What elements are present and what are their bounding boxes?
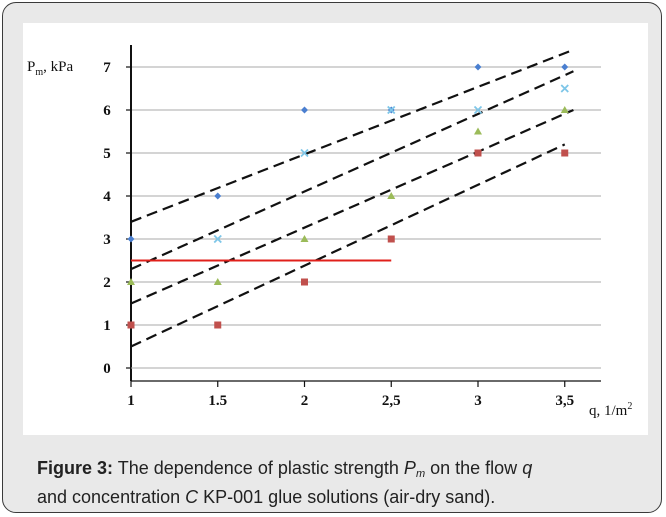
data-point-square — [387, 235, 395, 243]
caption-symbol-sub: m — [415, 468, 426, 480]
y-tick-label: 6 — [103, 103, 111, 119]
y-tick-label: 0 — [103, 361, 111, 377]
x-tick-label: 2 — [301, 393, 309, 409]
data-point-diamond — [561, 63, 569, 71]
x-tick-label: 2,5 — [382, 393, 401, 409]
x-tick-label: 3 — [474, 393, 482, 409]
caption-text-1: The dependence of plastic strength — [117, 458, 399, 478]
data-point-triangle — [127, 278, 135, 285]
data-point-square — [127, 321, 135, 329]
data-point-triangle — [560, 106, 569, 113]
y-axis-title: Pm, kPa — [27, 59, 73, 78]
y-tick-label: 3 — [103, 232, 111, 248]
data-point-cross — [300, 148, 309, 158]
figure-caption: Figure 3: The dependence of plastic stre… — [37, 457, 647, 509]
y-tick-label: 7 — [103, 60, 111, 76]
caption-symbol-main: P — [403, 458, 416, 478]
data-point-square — [474, 149, 482, 157]
data-point-diamond — [301, 106, 308, 114]
trend-line — [130, 48, 574, 223]
data-point-square — [214, 321, 222, 329]
y-tick-label: 4 — [103, 189, 111, 205]
caption-flow-symbol: q — [522, 458, 533, 478]
x-axis-title: q, 1/m2 — [589, 401, 632, 419]
x-tick-label: 1 — [127, 393, 135, 409]
data-point-diamond — [127, 235, 135, 243]
trend-line — [130, 143, 566, 348]
caption-text-3: and concentration — [37, 487, 181, 507]
data-point-cross — [213, 234, 222, 244]
data-point-cross — [387, 105, 396, 115]
data-point-triangle — [213, 278, 222, 285]
caption-text-4: KP-001 glue solutions (air-dry sand). — [203, 487, 496, 507]
y-tick-label: 2 — [103, 275, 111, 291]
data-point-triangle — [300, 235, 309, 242]
figure-card: 1 1.5 2 2,5 3 3,5 0 1 2 3 4 5 6 7 Pm, kPa q, 1/m2 Figur… — [2, 2, 662, 513]
data-point-cross — [473, 105, 483, 115]
data-point-square — [561, 149, 569, 157]
data-point-triangle — [474, 127, 482, 135]
data-point-cross — [560, 84, 569, 93]
caption-text-2: on the flow — [430, 458, 518, 478]
x-tick-label: 1.5 — [208, 393, 227, 409]
caption-conc-symbol: C — [185, 487, 199, 507]
data-point-square — [301, 278, 308, 286]
trend-line — [130, 108, 574, 305]
data-point-diamond — [474, 63, 482, 71]
x-tick-label: 3,5 — [555, 393, 574, 409]
data-point-diamond — [214, 192, 222, 200]
trend-line — [130, 70, 574, 271]
data-point-triangle — [387, 192, 396, 199]
y-tick-label: 1 — [103, 318, 111, 334]
plot-panel: 1 1.5 2 2,5 3 3,5 0 1 2 3 4 5 6 7 Pm, kPa q, 1/m2 — [23, 23, 648, 435]
y-tick-label: 5 — [103, 146, 111, 162]
caption-label: Figure 3: — [37, 458, 114, 478]
